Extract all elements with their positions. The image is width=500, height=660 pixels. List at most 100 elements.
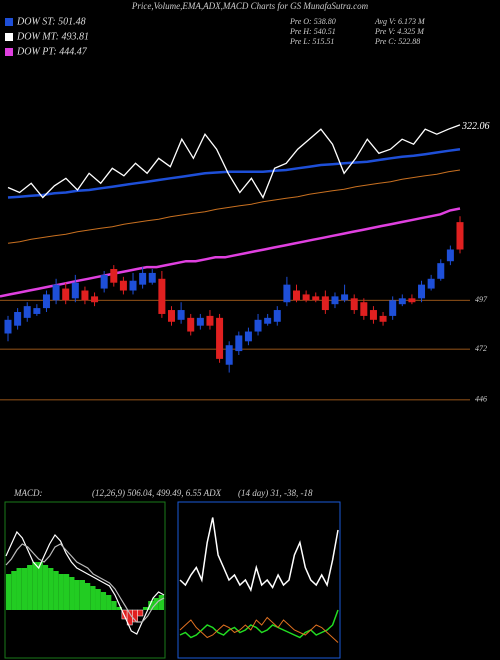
candle-body bbox=[254, 319, 262, 332]
macd-frame bbox=[4, 501, 166, 659]
line-adx bbox=[179, 517, 339, 593]
candle-body bbox=[196, 317, 204, 326]
histogram-bar bbox=[79, 580, 85, 610]
candle-body bbox=[139, 272, 147, 285]
legend-label: DOW ST: 501.48 bbox=[16, 16, 86, 27]
histogram-bar bbox=[58, 574, 64, 610]
histogram-bar bbox=[63, 574, 70, 610]
candle-body bbox=[129, 280, 137, 291]
candle-body bbox=[321, 296, 329, 311]
line-minus bbox=[179, 616, 339, 643]
histogram-bar bbox=[16, 568, 22, 610]
candle-body bbox=[350, 298, 358, 311]
legend-label: DOW PT: 444.47 bbox=[16, 46, 88, 57]
histogram-bar bbox=[53, 571, 59, 610]
histogram-bar bbox=[106, 595, 112, 610]
legend-swatch bbox=[5, 33, 13, 41]
line-plus bbox=[179, 609, 339, 639]
line-blue bbox=[7, 147, 461, 199]
candle-body bbox=[302, 294, 310, 301]
y-tick-label: 446 bbox=[475, 395, 487, 404]
histogram-bar bbox=[27, 565, 33, 610]
histogram-bar bbox=[158, 595, 164, 610]
candle-body bbox=[418, 284, 426, 299]
candle-body bbox=[42, 294, 50, 309]
candle-body bbox=[216, 317, 224, 359]
candle-body bbox=[408, 298, 416, 303]
line-macd bbox=[5, 530, 165, 635]
line-pink bbox=[0, 207, 461, 298]
stat-label: Pre H: 540.51 bbox=[289, 27, 336, 36]
candle-body bbox=[225, 345, 233, 365]
histogram-bar bbox=[111, 601, 117, 610]
histogram-bar bbox=[148, 601, 154, 610]
candle-body bbox=[100, 274, 108, 289]
histogram-bar bbox=[11, 571, 17, 610]
candle-body bbox=[389, 300, 397, 316]
candle-body bbox=[427, 278, 435, 289]
histogram-bar bbox=[74, 580, 80, 610]
adx-params: (14 day) 31, -38, -18 bbox=[238, 488, 313, 498]
histogram-bar bbox=[95, 589, 101, 610]
candle-body bbox=[167, 310, 175, 322]
candle-body bbox=[244, 331, 252, 342]
candle-body bbox=[456, 222, 464, 250]
candle-body bbox=[312, 296, 320, 301]
candle-body bbox=[71, 282, 79, 299]
histogram-bar bbox=[137, 609, 144, 617]
histogram-bar bbox=[32, 562, 38, 610]
y-tick-label: 472 bbox=[475, 344, 487, 353]
candle-body bbox=[264, 317, 272, 324]
histogram-bar bbox=[48, 568, 54, 610]
histogram-bar bbox=[100, 592, 107, 610]
candle-body bbox=[119, 280, 127, 291]
candle-body bbox=[360, 302, 368, 316]
line-white bbox=[7, 124, 461, 199]
stat-label: Pre V: 4.325 M bbox=[374, 27, 425, 36]
histogram-bar bbox=[85, 583, 91, 610]
stat-label: Avg V: 6.173 M bbox=[374, 17, 426, 26]
candle-body bbox=[14, 312, 22, 326]
candle-body bbox=[110, 269, 118, 283]
candle-body bbox=[206, 315, 214, 326]
candle-body bbox=[273, 310, 281, 322]
adx-frame bbox=[177, 501, 341, 659]
macd-label: MACD: bbox=[13, 488, 43, 498]
candle-body bbox=[398, 298, 406, 305]
candle-body bbox=[369, 310, 377, 320]
candle-body bbox=[177, 310, 185, 320]
candle-body bbox=[379, 315, 387, 322]
candle-body bbox=[81, 290, 89, 301]
histogram-bar bbox=[116, 607, 122, 610]
candle-body bbox=[187, 317, 195, 332]
last-value-label: 322.06 bbox=[461, 121, 490, 132]
candle-body bbox=[62, 288, 70, 301]
stat-label: Pre O: 538.80 bbox=[289, 17, 336, 26]
candle-body bbox=[235, 335, 243, 352]
candle-body bbox=[52, 284, 60, 301]
candle-body bbox=[283, 284, 291, 303]
legend-swatch bbox=[5, 18, 13, 26]
candle-body bbox=[4, 319, 12, 334]
histogram-bar bbox=[69, 577, 75, 610]
histogram-bar bbox=[37, 562, 43, 610]
y-tick-label: 497 bbox=[475, 295, 488, 304]
stat-label: Pre L: 515.51 bbox=[289, 37, 334, 46]
histogram-bar bbox=[42, 565, 49, 610]
candle-body bbox=[23, 306, 31, 318]
candle-body bbox=[158, 278, 166, 314]
legend-swatch bbox=[5, 48, 13, 56]
candle-body bbox=[341, 294, 349, 301]
histogram-bar bbox=[142, 607, 149, 610]
histogram-bar bbox=[90, 586, 96, 610]
histogram-bar bbox=[21, 568, 28, 610]
chart-title: Price,Volume,EMA,ADX,MACD Charts for GS … bbox=[131, 1, 369, 11]
candle-body bbox=[437, 263, 445, 279]
candle-body bbox=[331, 296, 339, 305]
legend-label: DOW MT: 493.81 bbox=[16, 31, 89, 42]
stat-label: Pre C: 522.88 bbox=[374, 37, 420, 46]
line-signal bbox=[5, 543, 165, 623]
histogram-bar bbox=[6, 574, 12, 610]
